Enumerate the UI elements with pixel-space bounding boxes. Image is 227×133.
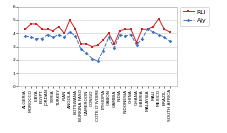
- Ajy: [157, 34, 160, 35]
- RLI: [124, 28, 127, 30]
- RLI: [146, 28, 149, 30]
- Legend: RLI, Ajy: RLI, Ajy: [180, 7, 209, 26]
- RLI: [130, 28, 132, 30]
- Ajy: [152, 31, 155, 33]
- RLI: [85, 43, 88, 45]
- RLI: [63, 32, 66, 34]
- Ajy: [91, 58, 94, 59]
- Ajy: [69, 31, 71, 33]
- Ajy: [35, 38, 38, 39]
- RLI: [41, 28, 43, 30]
- RLI: [69, 19, 71, 21]
- Line: RLI: RLI: [24, 17, 171, 48]
- Ajy: [141, 38, 143, 39]
- RLI: [135, 42, 138, 43]
- RLI: [152, 26, 155, 27]
- RLI: [157, 18, 160, 19]
- Ajy: [41, 38, 43, 39]
- Ajy: [57, 34, 60, 35]
- Ajy: [63, 36, 66, 38]
- RLI: [57, 26, 60, 27]
- Ajy: [102, 50, 104, 51]
- RLI: [163, 28, 166, 30]
- RLI: [118, 30, 121, 31]
- Ajy: [130, 34, 132, 35]
- RLI: [30, 23, 32, 25]
- Ajy: [24, 35, 27, 37]
- Ajy: [107, 36, 110, 38]
- Ajy: [113, 47, 116, 49]
- RLI: [141, 28, 143, 30]
- RLI: [107, 32, 110, 34]
- Ajy: [96, 60, 99, 62]
- RLI: [168, 31, 171, 33]
- Ajy: [46, 34, 49, 35]
- Ajy: [135, 44, 138, 46]
- RLI: [46, 28, 49, 30]
- Ajy: [52, 36, 54, 38]
- RLI: [102, 39, 104, 41]
- Ajy: [80, 48, 82, 50]
- RLI: [74, 28, 77, 30]
- RLI: [96, 44, 99, 46]
- RLI: [35, 23, 38, 25]
- RLI: [113, 43, 116, 45]
- Ajy: [168, 40, 171, 42]
- Ajy: [74, 35, 77, 37]
- Ajy: [146, 28, 149, 30]
- RLI: [52, 30, 54, 31]
- RLI: [80, 43, 82, 45]
- Ajy: [30, 36, 32, 38]
- Ajy: [163, 36, 166, 38]
- RLI: [91, 46, 94, 47]
- Ajy: [118, 34, 121, 35]
- RLI: [24, 28, 27, 30]
- Line: Ajy: Ajy: [24, 28, 171, 62]
- Ajy: [85, 52, 88, 54]
- Ajy: [124, 35, 127, 37]
